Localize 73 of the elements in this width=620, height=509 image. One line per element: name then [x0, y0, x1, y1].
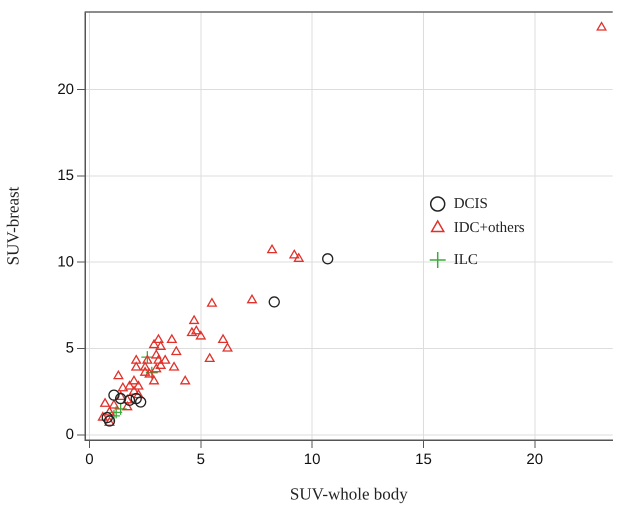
point: [108, 389, 120, 401]
point: [122, 402, 132, 410]
point: [124, 380, 135, 390]
point: [186, 327, 197, 336]
point: [189, 315, 200, 324]
point: [156, 360, 166, 369]
point: [596, 22, 607, 31]
point: [130, 392, 142, 404]
x-tick-label: 0: [85, 451, 94, 468]
point: [247, 294, 257, 304]
point: [218, 334, 228, 344]
x-axis-title: SUV-whole body: [290, 484, 408, 504]
point: [156, 341, 166, 350]
point: [267, 244, 278, 254]
legend-label: IDC+others: [454, 220, 525, 236]
point: [145, 366, 158, 380]
point: [114, 392, 126, 404]
point: [113, 370, 124, 380]
point: [135, 396, 146, 408]
point: [160, 354, 170, 364]
point: [322, 253, 334, 264]
point: [129, 376, 139, 384]
point: [131, 362, 142, 371]
y-tick-label: 10: [57, 253, 74, 270]
point: [153, 354, 164, 364]
point: [151, 364, 162, 372]
point: [151, 350, 162, 359]
point: [133, 389, 144, 398]
point: [100, 398, 110, 407]
point: [289, 250, 300, 258]
x-tick-label: 5: [196, 451, 205, 468]
point: [294, 253, 304, 262]
x-tick-label: 10: [304, 451, 320, 468]
point: [114, 402, 128, 416]
point: [116, 391, 126, 400]
point: [149, 376, 160, 384]
point: [140, 362, 150, 371]
point: [268, 296, 280, 308]
y-tick-label: 5: [66, 340, 74, 357]
y-tick-label: 0: [66, 426, 74, 443]
point: [129, 386, 139, 395]
point: [140, 367, 150, 376]
point: [108, 400, 119, 409]
point: [196, 330, 206, 340]
point: [149, 339, 160, 348]
point: [222, 342, 232, 352]
point: [131, 354, 142, 364]
point: [110, 406, 123, 420]
x-tick-label: 15: [415, 451, 432, 468]
point: [140, 350, 154, 364]
y-tick-label: 20: [57, 80, 74, 98]
point: [118, 382, 128, 392]
legend-label: DCIS: [454, 196, 488, 212]
point: [153, 334, 164, 344]
x-tick-label: 20: [526, 451, 544, 468]
y-tick-label: 15: [57, 167, 74, 184]
point: [180, 376, 190, 384]
point: [166, 334, 177, 344]
legend-label: ILC: [454, 252, 478, 268]
point: [169, 362, 180, 371]
point: [124, 394, 136, 406]
point: [171, 346, 182, 356]
point: [122, 394, 132, 404]
point: [102, 412, 113, 424]
point: [104, 406, 114, 416]
point: [133, 380, 144, 390]
point: [144, 368, 155, 378]
point: [204, 353, 215, 362]
point: [191, 326, 202, 334]
y-axis-title: SUV-breast: [4, 186, 23, 266]
point: [206, 298, 217, 307]
point: [98, 412, 108, 421]
point: [142, 354, 152, 364]
